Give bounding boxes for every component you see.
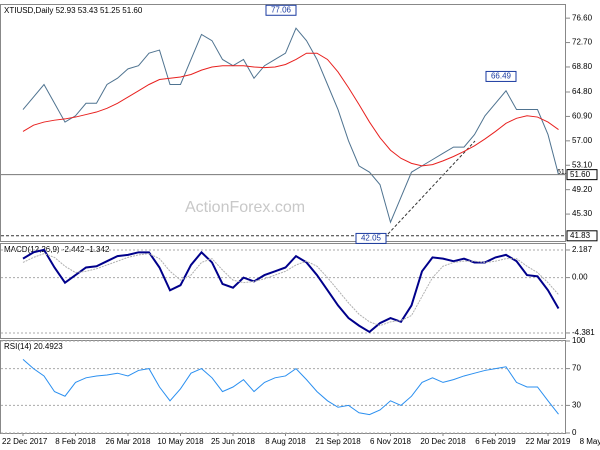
rsi-title: RSI(14) 20.4923 bbox=[4, 342, 63, 351]
y-tick-label: 70 bbox=[572, 364, 581, 373]
y-tick-label: 57.00 bbox=[572, 136, 593, 145]
macd-pane bbox=[0, 243, 566, 339]
series-line bbox=[22, 359, 559, 416]
rsi-pane bbox=[0, 340, 566, 434]
x-tick-label: 8 Feb 2018 bbox=[55, 437, 96, 446]
y-tick-label: 0 bbox=[572, 428, 577, 437]
series-line bbox=[22, 52, 559, 167]
y-tick-label: -4.381 bbox=[572, 328, 595, 337]
price-label-box bbox=[485, 70, 517, 82]
x-tick-label: 22 Dec 2017 bbox=[2, 437, 48, 446]
x-tick-label: 6 Nov 2018 bbox=[370, 437, 411, 446]
watermark: ActionForex.com bbox=[185, 199, 305, 216]
y-tick-label: 72.70 bbox=[572, 38, 593, 47]
series-line bbox=[22, 27, 559, 224]
y-tick-label: 60.90 bbox=[572, 112, 593, 121]
x-tick-label: 20 Dec 2018 bbox=[420, 437, 466, 446]
y-tick-label: 30 bbox=[572, 401, 581, 410]
x-tick-label: 10 May 2018 bbox=[157, 437, 204, 446]
y-tick-label: 76.60 bbox=[572, 13, 593, 22]
fib-label: 61.8 bbox=[557, 169, 571, 176]
price-title: XTIUSD,Daily 52.93 53.43 51.25 51.60 bbox=[4, 6, 143, 15]
level-box bbox=[566, 230, 598, 242]
y-tick-label: 68.80 bbox=[572, 62, 593, 71]
y-tick-label: 53.10 bbox=[572, 160, 593, 169]
price-label: 66.49 bbox=[491, 72, 512, 81]
series-line bbox=[22, 248, 560, 334]
x-tick-label: 8 Aug 2018 bbox=[265, 437, 306, 446]
y-tick-label: 49.20 bbox=[572, 185, 593, 194]
x-tick-label: 26 Mar 2018 bbox=[106, 437, 151, 446]
y-tick-label: 64.80 bbox=[572, 87, 593, 96]
trend-line bbox=[387, 140, 476, 235]
price-pane bbox=[0, 4, 566, 242]
x-tick-label: 22 Mar 2019 bbox=[526, 437, 571, 446]
last-price-box bbox=[566, 169, 598, 181]
price-label: 77.06 bbox=[271, 5, 292, 14]
y-tick-label: 2.187 bbox=[572, 245, 593, 254]
series-line bbox=[22, 253, 559, 327]
last-price-label: 51.60 bbox=[570, 170, 591, 179]
price-label-box bbox=[355, 232, 387, 244]
x-tick-label: 25 Jun 2018 bbox=[211, 437, 256, 446]
macd-title: MACD(12,26,9) -2.442 -1.342 bbox=[4, 245, 110, 254]
y-tick-label: 100 bbox=[572, 336, 586, 345]
y-tick-label: 0.00 bbox=[572, 273, 588, 282]
price-label-box bbox=[265, 4, 297, 16]
y-tick-label: 45.30 bbox=[572, 209, 593, 218]
x-tick-label: 21 Sep 2018 bbox=[315, 437, 361, 446]
x-tick-label: 6 Feb 2019 bbox=[475, 437, 516, 446]
level-label: 41.83 bbox=[570, 231, 591, 240]
price-label: 42.05 bbox=[361, 234, 382, 243]
x-tick-label: 8 May 2019 bbox=[580, 437, 600, 446]
